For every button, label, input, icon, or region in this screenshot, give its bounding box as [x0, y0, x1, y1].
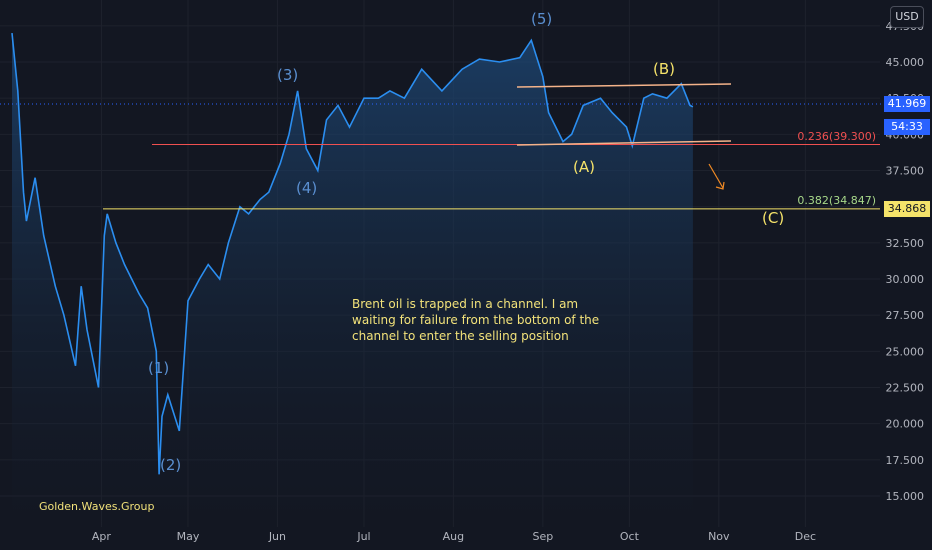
y-tick-label: 32.500	[886, 237, 925, 250]
channel-bottom-line	[516, 140, 732, 146]
level-price-tag: 34.868	[884, 201, 930, 217]
note-line: Brent oil is trapped in a channel. I am	[352, 297, 579, 311]
y-tick-label: 17.500	[886, 454, 925, 467]
y-axis: 15.000 17.500 20.000 22.500 25.000 27.500 30.0…	[886, 20, 925, 503]
countdown-tag: 54:33	[884, 119, 930, 135]
y-tick-label: 25.000	[886, 345, 925, 358]
x-tick-label: Oct	[620, 530, 640, 543]
x-tick-label: Apr	[92, 530, 112, 543]
y-tick-label: 37.500	[886, 165, 925, 178]
price-line	[11, 33, 694, 475]
wave-label-c: (C)	[762, 209, 784, 227]
fib-0382-label: 0.382(34.847)	[797, 194, 876, 207]
wave-label-b: (B)	[653, 60, 675, 78]
y-tick-label: 45.000	[886, 56, 925, 69]
channel-top-line	[516, 83, 732, 88]
wave-label-a: (A)	[573, 158, 595, 176]
x-tick-label: Jun	[268, 530, 286, 543]
y-tick-label: 20.000	[886, 418, 925, 431]
last-price-tag: 41.969	[884, 96, 930, 112]
x-tick-label: Nov	[708, 530, 730, 543]
analysis-note: Brent oil is trapped in a channel. I am …	[352, 296, 652, 344]
down-arrow-head	[715, 181, 725, 190]
note-line: waiting for failure from the bottom of t…	[352, 313, 600, 327]
note-line: channel to enter the selling position	[352, 329, 569, 343]
wave-label-1: (1)	[148, 359, 169, 377]
x-tick-label: Aug	[443, 530, 464, 543]
x-tick-label: Jul	[356, 530, 370, 543]
y-tick-label: 22.500	[886, 382, 925, 395]
fib-0236-label: 0.236(39.300)	[797, 130, 876, 143]
y-tick-label: 15.000	[886, 490, 925, 503]
x-tick-label: Dec	[795, 530, 816, 543]
wave-label-4: (4)	[296, 179, 317, 197]
wave-label-5: (5)	[531, 10, 552, 28]
wave-label-2: (2)	[160, 456, 181, 474]
wave-label-3: (3)	[277, 66, 298, 84]
x-axis: Apr May Jun Jul Aug Sep Oct Nov Dec	[92, 530, 816, 543]
currency-button[interactable]: USD	[890, 6, 924, 28]
x-tick-label: May	[177, 530, 200, 543]
down-arrow-shaft	[708, 163, 724, 189]
x-tick-label: Sep	[532, 530, 553, 543]
y-tick-label: 27.500	[886, 309, 925, 322]
y-tick-label: 30.000	[886, 273, 925, 286]
author-label: Golden.Waves.Group	[39, 500, 155, 513]
price-area	[12, 33, 693, 527]
